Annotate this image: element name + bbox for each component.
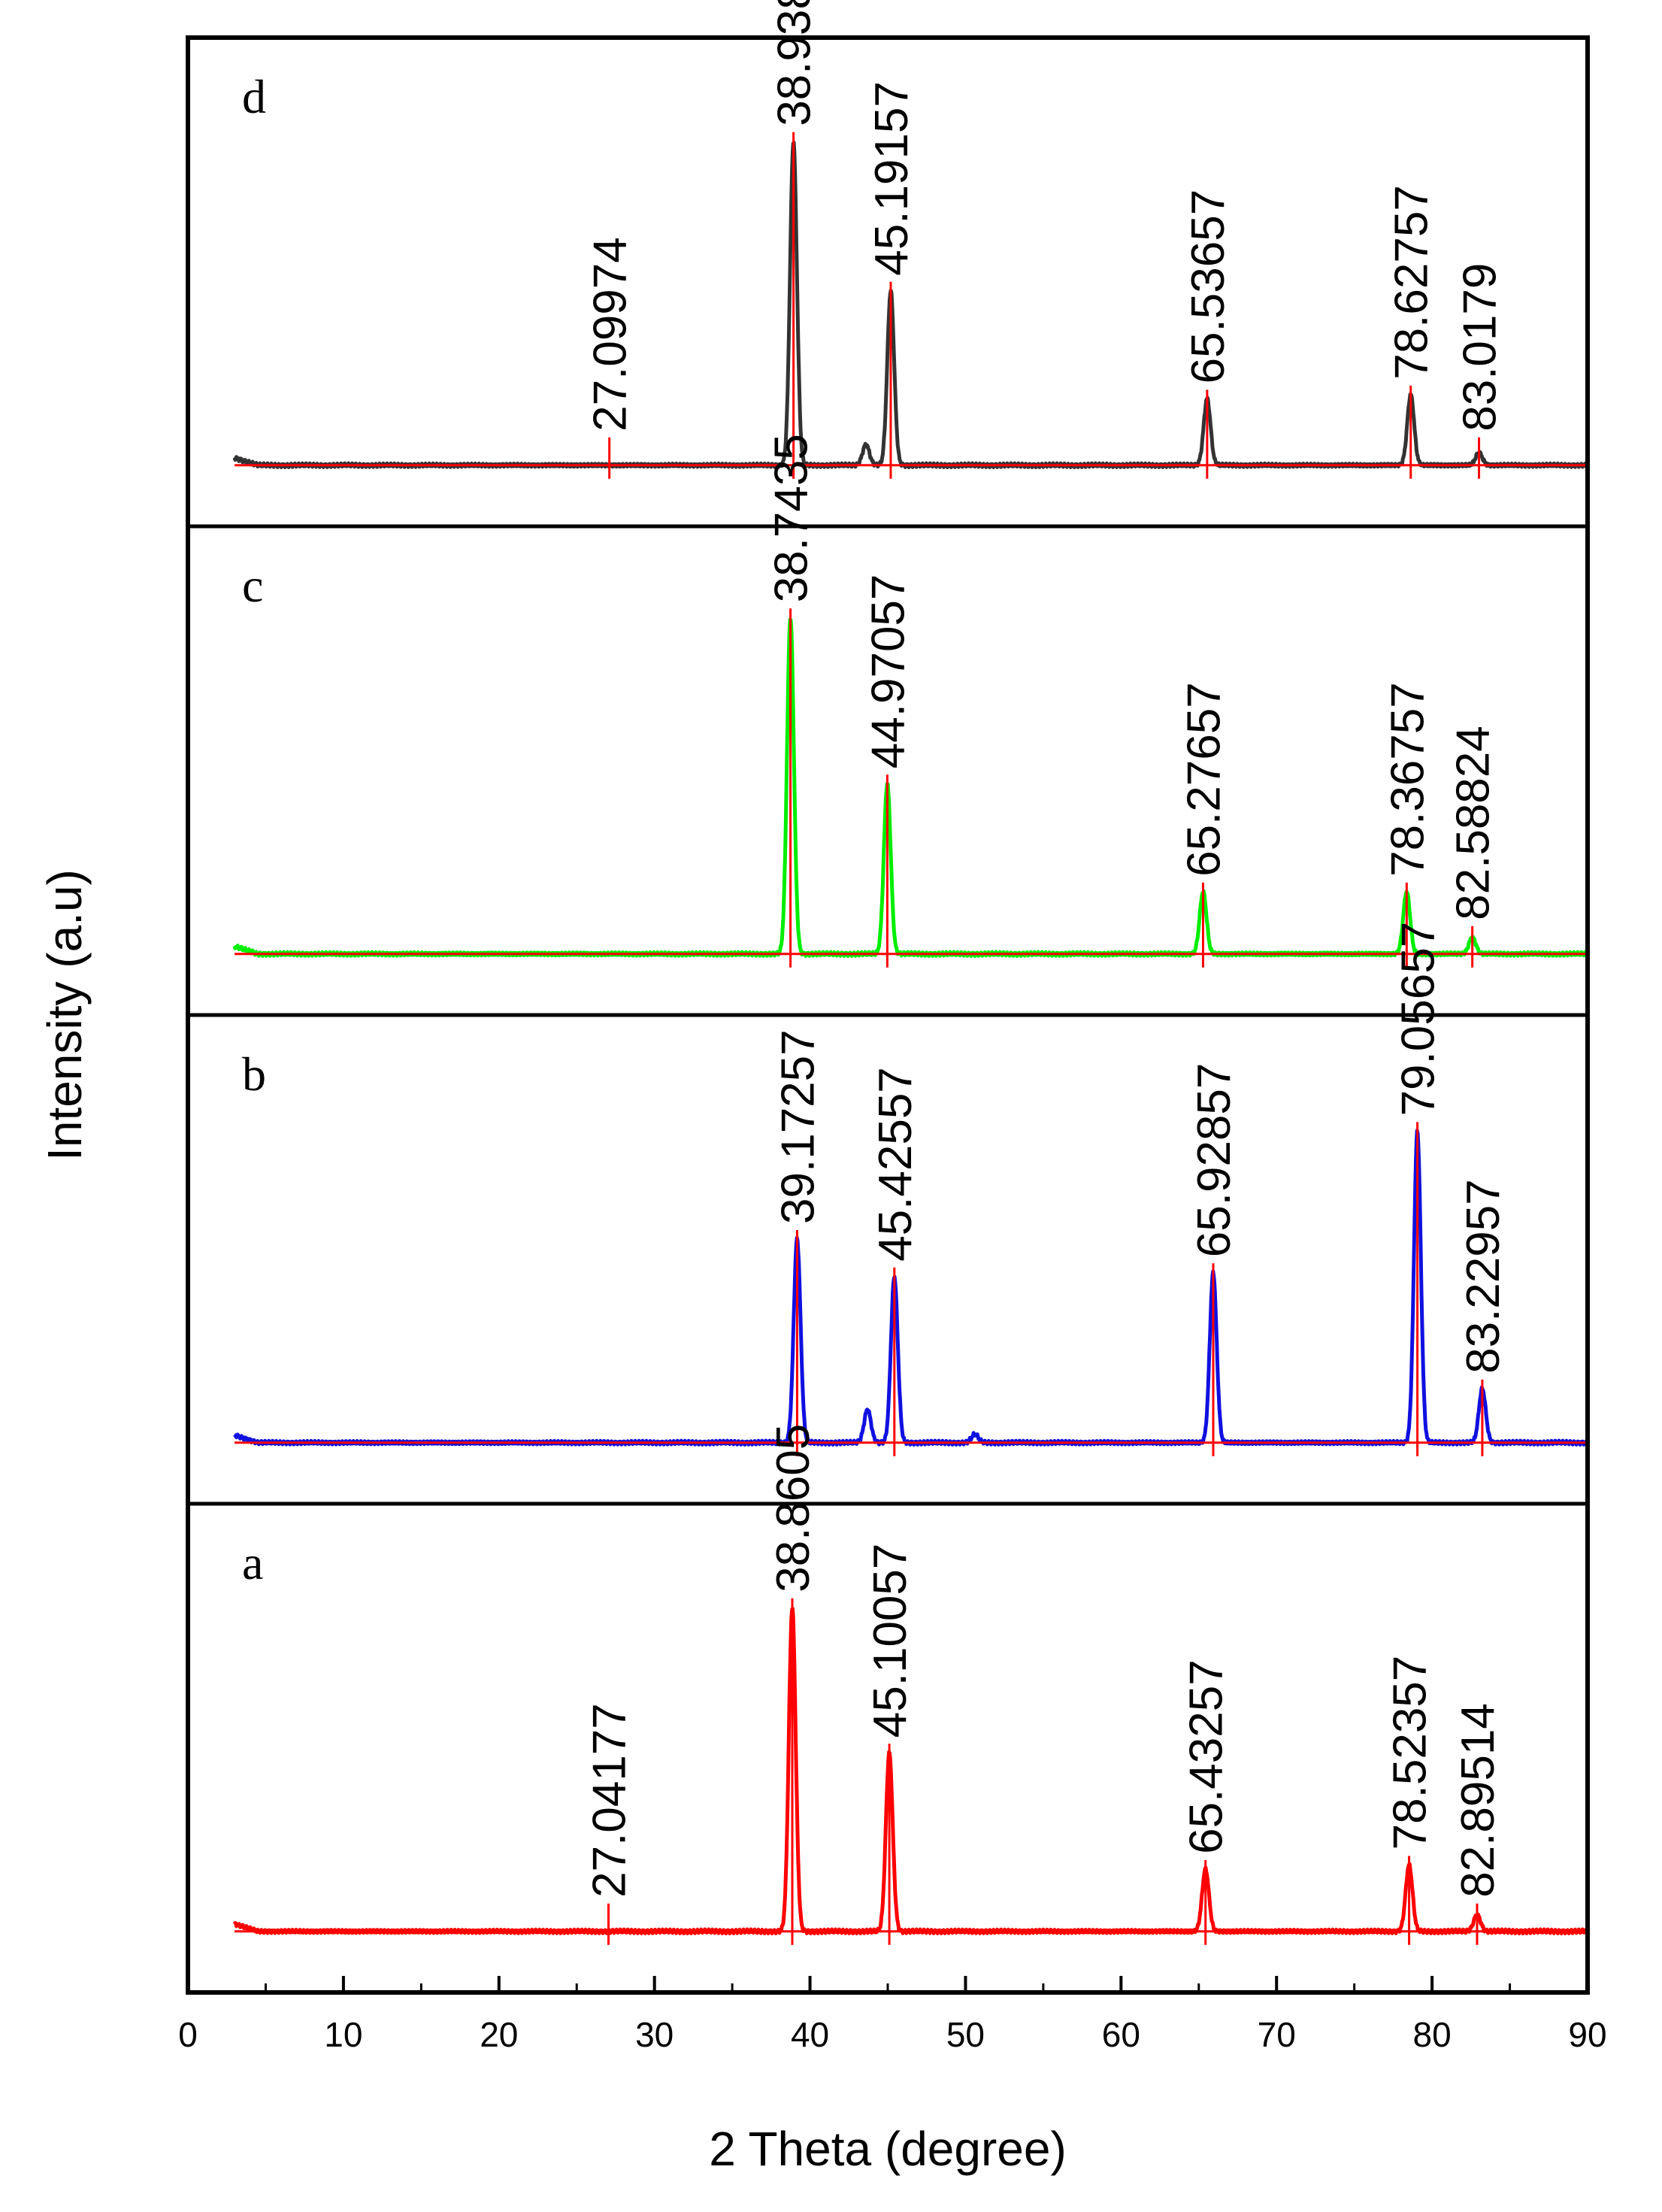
panel-d: d 27.09974 38.9385 45.19157 65.53657 78.62757… — [232, 0, 1589, 479]
peak-label: 44.97057 — [862, 574, 914, 769]
peak-label: 78.52357 — [1385, 1656, 1436, 1850]
peak-label: 79.05657 — [1393, 922, 1445, 1117]
peak-label: 38.8605 — [767, 1424, 819, 1592]
x-tick-label: 30 — [635, 2015, 674, 2054]
peak-label: 45.19157 — [866, 81, 918, 276]
peak-label: 65.92857 — [1188, 1063, 1240, 1258]
peak-label: 38.7435 — [766, 434, 818, 602]
x-tick-label: 0 — [178, 2015, 198, 2054]
peak-label: 83.22957 — [1458, 1179, 1509, 1374]
y-axis-title: Intensity (a.u) — [38, 869, 92, 1161]
panel-letter: d — [242, 70, 266, 123]
panel-letter: a — [242, 1536, 263, 1589]
peak-label: 38.9385 — [769, 0, 821, 126]
panel-letter: b — [242, 1047, 266, 1101]
x-tick-label: 10 — [324, 2015, 362, 2054]
panel-b: b 39.17257 45.42557 65.92857 79.05657 83.2295… — [188, 922, 1589, 1456]
peak-label: 65.27657 — [1178, 682, 1230, 877]
x-tick-label: 50 — [946, 2015, 985, 2054]
x-axis-title: 2 Theta (degree) — [709, 2122, 1067, 2176]
peak-label: 39.17257 — [772, 1029, 824, 1224]
x-tick-label: 70 — [1258, 2015, 1296, 2054]
peak-label: 45.10057 — [864, 1544, 916, 1738]
peak-label: 65.43257 — [1181, 1659, 1233, 1854]
x-tick-label: 20 — [480, 2015, 518, 2054]
peak-label: 78.62757 — [1386, 185, 1438, 380]
peak-label: 83.0179 — [1454, 263, 1506, 432]
panel-letter: c — [242, 559, 263, 612]
panels-layer: d 27.09974 38.9385 45.19157 65.53657 78.62757… — [188, 0, 1589, 1945]
panel-c: c 38.7435 44.97057 65.27657 78.36757 82.58824 — [188, 434, 1588, 968]
peak-label: 27.04177 — [583, 1703, 635, 1898]
panel-a: a 27.04177 38.8605 45.10057 65.43257 78.52357… — [188, 1424, 1589, 1945]
peak-label: 82.58824 — [1448, 726, 1500, 920]
peak-label: 65.53657 — [1182, 189, 1234, 384]
x-axis: 0 10 20 30 40 50 60 70 80 90 — [178, 1976, 1607, 2054]
peak-label: 78.36757 — [1382, 682, 1433, 877]
peak-label: 27.09974 — [585, 237, 637, 432]
x-tick-label: 90 — [1568, 2015, 1606, 2054]
peak-label: 45.42557 — [870, 1067, 922, 1262]
peak-label: 82.89514 — [1452, 1703, 1504, 1898]
x-tick-label: 80 — [1413, 2015, 1452, 2054]
x-tick-label: 40 — [791, 2015, 829, 2054]
x-tick-label: 60 — [1102, 2015, 1140, 2054]
